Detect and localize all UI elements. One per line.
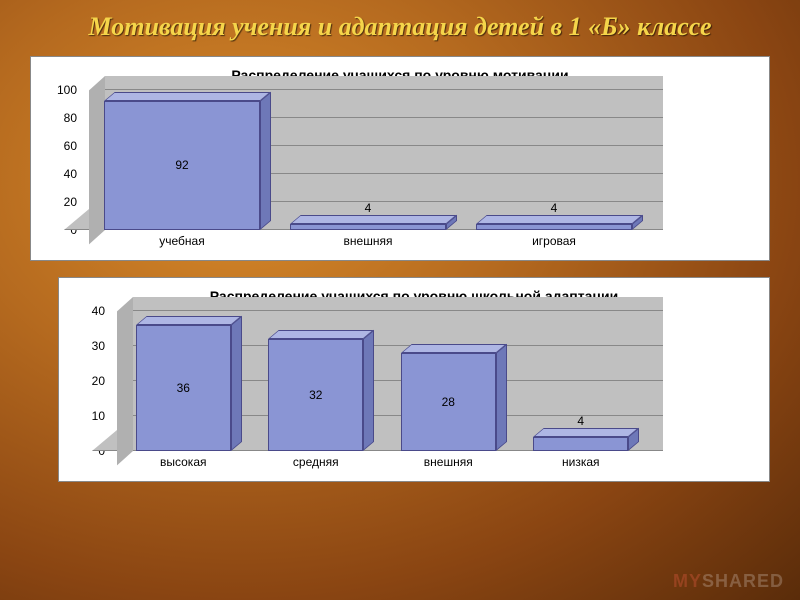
y-axis-2: 010203040	[71, 311, 111, 451]
bar-top	[268, 330, 374, 339]
bar-value-label: 32	[269, 388, 362, 402]
bar-value-label: 36	[137, 381, 230, 395]
x-tick: игровая	[532, 234, 576, 248]
bar: 32	[268, 339, 363, 451]
watermark-suffix: SHARED	[702, 571, 784, 591]
bar-side	[231, 315, 242, 450]
chart-area-1: 020406080100 9244 учебнаявнешняяигровая	[89, 90, 647, 250]
y-tick: 40	[71, 304, 105, 318]
slide: Мотивация учения и адаптация детей в 1 «…	[0, 0, 800, 600]
x-tick: учебная	[159, 234, 204, 248]
bar-front: 4	[476, 224, 632, 230]
bar-value-label: 4	[291, 201, 445, 215]
y-tick: 20	[71, 374, 105, 388]
plot3d-2: 36 32 28 4	[117, 311, 647, 451]
bar: 92	[104, 101, 260, 230]
bar-value-label: 4	[534, 414, 627, 428]
bar-side	[260, 92, 271, 230]
bar-top	[104, 92, 271, 101]
y-tick: 40	[43, 167, 77, 181]
bar-front: 32	[268, 339, 363, 451]
plot3d-1: 92 4 4	[89, 90, 647, 230]
y-tick: 30	[71, 339, 105, 353]
bar: 28	[401, 353, 496, 451]
x-tick: внешняя	[424, 455, 473, 469]
bar-top	[136, 316, 242, 325]
x-tick: средняя	[293, 455, 339, 469]
y-tick: 20	[43, 195, 77, 209]
bar-top	[533, 428, 639, 437]
x-tick: внешняя	[344, 234, 393, 248]
bar-side	[363, 329, 374, 450]
bar-value-label: 28	[402, 395, 495, 409]
bar-front: 4	[290, 224, 446, 230]
y-tick: 10	[71, 409, 105, 423]
chart-panel-adaptation: Распределение учащихся по уровню школьно…	[58, 277, 770, 482]
bar: 36	[136, 325, 231, 451]
bar-top	[476, 215, 643, 224]
x-tick: высокая	[160, 455, 207, 469]
chart-area-2: 010203040 3632284 высокаясредняявнешняян…	[117, 311, 647, 471]
bars-2: 36 32 28 4	[117, 311, 647, 451]
x-axis-1: учебная внешняя игровая	[89, 230, 647, 250]
bar-front: 28	[401, 353, 496, 451]
chart-panel-motivation: Распределение учащихся по уровню мотивац…	[30, 56, 770, 261]
x-axis-2: высокая средняя внешняя низкая	[117, 451, 647, 471]
bar-top	[290, 215, 457, 224]
y-tick: 100	[43, 83, 77, 97]
y-axis-1: 020406080100	[43, 90, 83, 230]
bar: 4	[476, 224, 632, 230]
bar-side	[496, 343, 507, 450]
watermark-prefix: MY	[673, 571, 702, 591]
slide-title: Мотивация учения и адаптация детей в 1 «…	[30, 12, 770, 42]
bar-front: 36	[136, 325, 231, 451]
y-tick: 80	[43, 111, 77, 125]
bar-value-label: 92	[105, 158, 259, 172]
watermark: MYSHARED	[673, 571, 784, 592]
bar-value-label: 4	[477, 201, 631, 215]
bar: 4	[533, 437, 628, 451]
y-tick: 60	[43, 139, 77, 153]
bars-1: 92 4 4	[89, 90, 647, 230]
bar-top	[401, 344, 507, 353]
x-tick: низкая	[562, 455, 600, 469]
bar-front: 92	[104, 101, 260, 230]
bar-front: 4	[533, 437, 628, 451]
bar: 4	[290, 224, 446, 230]
